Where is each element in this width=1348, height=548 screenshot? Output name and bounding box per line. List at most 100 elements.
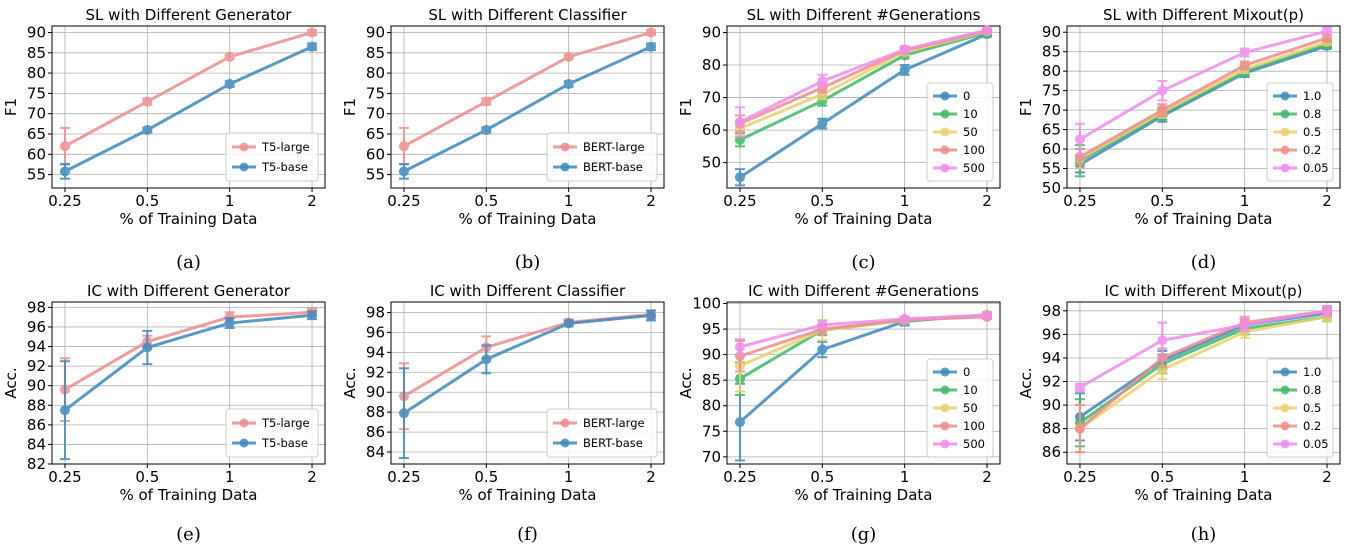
plot-frame: [390, 301, 665, 465]
legend-marker: [940, 91, 950, 101]
series-0.05: [1074, 26, 1333, 156]
data-point: [646, 310, 657, 321]
legend-label: BERT-base: [583, 160, 643, 174]
plot-frame: [390, 25, 665, 189]
y-tick-label: 90: [1042, 23, 1061, 41]
data-point: [1074, 423, 1085, 434]
legend: BERT-large BERT-base: [546, 132, 658, 182]
y-tick-label: 84: [27, 435, 46, 453]
x-tick-label: 2: [982, 468, 992, 486]
data-point: [982, 310, 993, 321]
y-tick-label: 80: [702, 56, 721, 74]
x-tick-label: 2: [646, 192, 656, 210]
data-point: [734, 417, 745, 428]
y-tick-label: 88: [366, 403, 385, 421]
y-tick-label: 86: [27, 416, 46, 434]
plot-frame: [1066, 25, 1341, 189]
legend-box: [225, 408, 319, 458]
y-tick-label: 85: [366, 44, 385, 62]
y-tick-label: 60: [702, 121, 721, 139]
x-tick-label: 1: [1240, 192, 1250, 210]
series-line: [403, 45, 652, 173]
legend-label: 0.8: [1303, 383, 1321, 397]
legend-marker: [1280, 439, 1290, 449]
x-tick-label: 0.25: [387, 192, 420, 210]
legend-marker: [1280, 421, 1290, 431]
y-tick-label: 55: [366, 166, 385, 184]
data-point: [59, 141, 70, 152]
data-point: [1322, 26, 1333, 37]
y-tick-label: 55: [27, 166, 46, 184]
x-tick-label: 0.5: [135, 468, 159, 486]
y-tick-label: 75: [27, 84, 46, 102]
data-point: [224, 318, 235, 329]
y-axis-label: F1: [677, 98, 695, 116]
data-point: [1239, 60, 1250, 71]
y-tick-label: 65: [27, 125, 46, 143]
legend-marker: [1280, 385, 1290, 395]
legend-marker: [940, 421, 950, 431]
data-point: [817, 118, 828, 129]
y-tick-label: 90: [27, 23, 46, 41]
legend-label: 500: [963, 161, 985, 175]
x-tick-label: 0.5: [474, 468, 498, 486]
y-tick-label: 90: [366, 383, 385, 401]
x-tick-label: 0.25: [1063, 468, 1096, 486]
panel-caption: (h): [1191, 524, 1217, 545]
data-point: [398, 408, 409, 419]
series-line: [739, 28, 988, 124]
y-tick-label: 90: [1042, 396, 1061, 414]
data-point: [1157, 85, 1168, 96]
data-point: [398, 166, 409, 177]
legend: T5-large T5-base: [225, 132, 319, 182]
legend-marker: [239, 438, 249, 448]
chart-h: 86 88 90 92 94 96 98 0.25 0.5 1 2 IC with Different…: [1017, 282, 1341, 545]
series-line: [403, 313, 652, 415]
series-line: [1079, 29, 1328, 141]
legend-marker: [1280, 127, 1290, 137]
x-tick-label: 0.25: [1063, 192, 1096, 210]
data-point: [1239, 327, 1250, 338]
legend-label: 1.0: [1303, 89, 1321, 103]
legend-marker: [940, 403, 950, 413]
y-tick-label: 90: [702, 346, 721, 364]
data-point: [398, 141, 409, 152]
series-line: [739, 31, 988, 142]
legend-label: 10: [963, 383, 978, 397]
x-axis-label: % of Training Data: [794, 210, 932, 228]
legend: T5-large T5-base: [225, 408, 319, 458]
y-axis-label: Acc.: [677, 367, 695, 398]
legend-marker: [239, 418, 249, 428]
legend-label: 0.05: [1303, 161, 1329, 175]
panel-caption: (f): [517, 524, 538, 545]
y-tick-label: 50: [1042, 179, 1061, 197]
series-500: [734, 310, 993, 356]
x-tick-label: 0.5: [135, 192, 159, 210]
y-tick-label: 75: [702, 422, 721, 440]
data-point: [142, 342, 153, 353]
y-tick-label: 98: [366, 303, 385, 321]
legend-label: 0.5: [1303, 125, 1321, 139]
legend-label: 50: [963, 401, 978, 415]
series-line: [1079, 44, 1328, 166]
y-tick-label: 96: [1042, 325, 1061, 343]
series-line: [739, 313, 988, 349]
legend: BERT-large BERT-base: [546, 408, 658, 458]
y-tick-label: 94: [27, 338, 46, 356]
y-tick-label: 60: [366, 145, 385, 163]
x-tick-label: 1: [1240, 468, 1250, 486]
y-tick-label: 84: [366, 443, 385, 461]
legend-marker: [940, 145, 950, 155]
x-tick-label: 0.25: [48, 192, 81, 210]
y-tick-label: 90: [27, 377, 46, 395]
legend-marker: [560, 438, 570, 448]
legend-marker: [1280, 145, 1290, 155]
y-tick-label: 98: [27, 298, 46, 316]
x-axis-label: % of Training Data: [119, 210, 257, 228]
series-line: [1079, 42, 1328, 163]
x-tick-label: 1: [564, 468, 574, 486]
y-tick-label: 88: [1042, 420, 1061, 438]
series-line: [64, 313, 313, 412]
y-tick-label: 80: [702, 397, 721, 415]
